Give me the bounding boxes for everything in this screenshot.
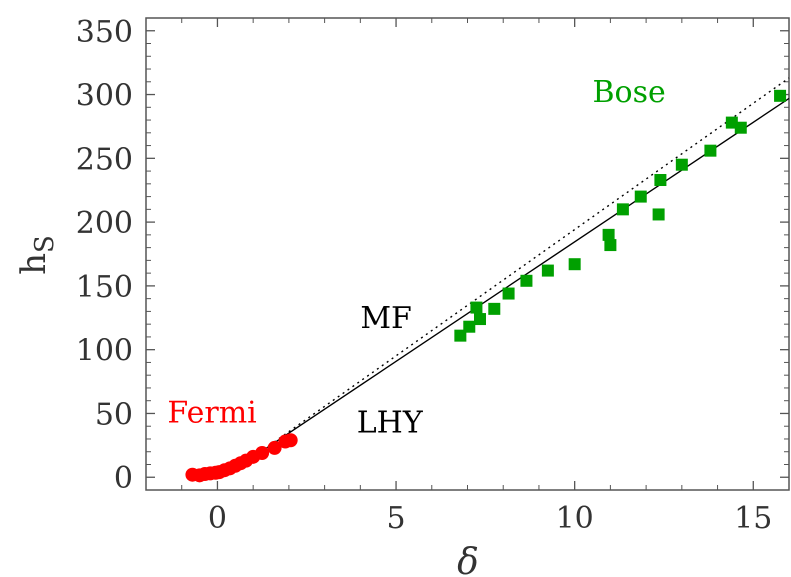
- annotation-lhy: LHY: [357, 406, 424, 441]
- y-tick-label: 100: [76, 334, 133, 369]
- line-lhy: [249, 97, 790, 460]
- annotation-bose: Bose: [593, 75, 666, 110]
- point-bose: [654, 174, 667, 187]
- point-bose: [604, 239, 617, 252]
- point-bose: [463, 320, 476, 333]
- y-axis-label: hS: [14, 235, 60, 275]
- point-bose: [520, 274, 533, 287]
- svg-text:hS: hS: [14, 235, 60, 275]
- annotation-fermi: Fermi: [167, 395, 256, 430]
- point-bose: [734, 121, 747, 134]
- point-bose: [704, 144, 717, 157]
- point-bose: [675, 158, 688, 171]
- theory-lines: [249, 77, 790, 460]
- point-fermi: [283, 433, 298, 448]
- annotation-mf: MF: [360, 301, 412, 336]
- point-bose: [470, 301, 483, 314]
- line-mf: [249, 77, 790, 460]
- y-tick-label: 200: [76, 206, 133, 241]
- y-axis-label-main: h: [14, 253, 54, 275]
- point-fermi: [267, 440, 282, 455]
- point-bose: [568, 258, 581, 271]
- x-tick-label: 10: [556, 501, 594, 536]
- x-axis-label: δ: [457, 542, 479, 577]
- point-bose: [652, 208, 665, 221]
- y-tick-label: 300: [76, 79, 133, 114]
- point-bose: [616, 203, 629, 216]
- data-points: [185, 89, 787, 483]
- axis-ticks: [145, 18, 790, 490]
- y-tick-label: 0: [114, 461, 133, 496]
- point-bose: [488, 302, 501, 315]
- y-axis-label-sub: S: [30, 235, 60, 253]
- point-bose: [502, 287, 515, 300]
- x-tick-label: 0: [208, 501, 227, 536]
- x-tick-label: 15: [734, 501, 772, 536]
- point-bose: [541, 264, 554, 277]
- point-bose: [602, 228, 615, 241]
- x-tick-label: 5: [387, 501, 406, 536]
- y-tick-label: 50: [95, 397, 133, 432]
- y-tick-label: 150: [76, 270, 133, 305]
- y-tick-label: 350: [76, 15, 133, 50]
- y-tick-label: 250: [76, 142, 133, 177]
- point-bose: [634, 190, 647, 203]
- point-bose: [774, 89, 787, 102]
- annotations: Fermi LHY MF Bose: [167, 75, 665, 440]
- point-fermi: [255, 446, 270, 461]
- point-bose: [474, 313, 487, 326]
